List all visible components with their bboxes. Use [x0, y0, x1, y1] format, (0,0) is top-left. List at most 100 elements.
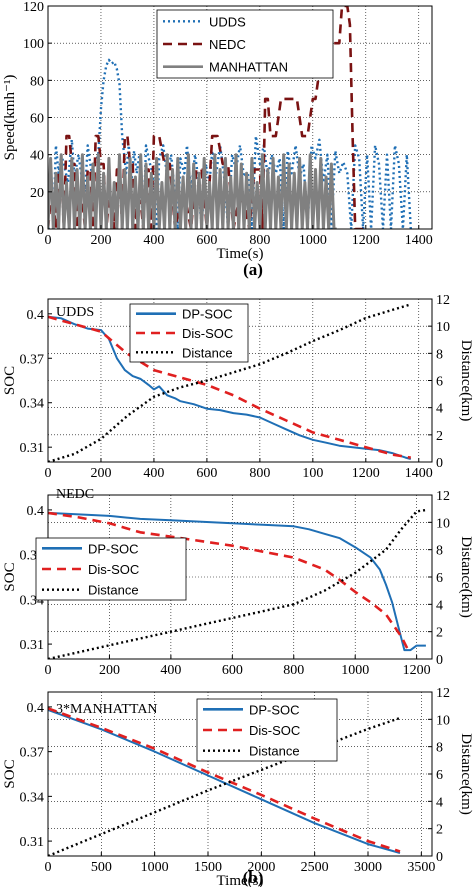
nedc-soc-series-dp-soc — [48, 511, 426, 652]
manhattan-soc-legend-label: DP-SOC — [249, 702, 300, 717]
speed-xlabel: Time(s) — [217, 246, 264, 262]
manhattan-soc-legend-label: Distance — [249, 744, 300, 759]
manhattan-soc-series-dp-soc — [48, 708, 401, 854]
manhattan-soc-title: 3*MANHATTAN — [56, 702, 158, 717]
nedc-soc-xtick-label: 1200 — [403, 663, 431, 678]
manhattan-soc-series-group — [48, 707, 401, 856]
nedc-soc-chart: 0 200 400 600 800 1000 12000.310.340.370.40246… — [2, 487, 474, 678]
speed-xtick-label: 1400 — [405, 233, 433, 248]
manhattan-soc-ytick-right-label: 2 — [436, 823, 443, 838]
udds-soc-ytick-label: 0.34 — [20, 397, 45, 412]
nedc-soc-xtick-label: 1000 — [341, 663, 369, 678]
manhattan-soc-xtick-label: 2500 — [301, 860, 329, 875]
nedc-soc-xtick-label: 200 — [99, 663, 120, 678]
nedc-soc-ytick-right-label: 4 — [436, 598, 443, 613]
speed-ytick-label: 80 — [30, 74, 44, 89]
udds-soc-ytick-label: 0.31 — [20, 441, 45, 456]
nedc-soc-legend-label: DP-SOC — [88, 541, 139, 556]
nedc-soc-legend-label: Distance — [88, 583, 139, 598]
udds-soc-xtick-label: 200 — [90, 466, 111, 481]
manhattan-soc-ytick-right-label: 4 — [436, 795, 443, 810]
manhattan-soc-series-dis-soc — [48, 707, 401, 853]
speed-xtick-label: 800 — [249, 233, 270, 248]
udds-soc-ytick-label: 0.4 — [27, 308, 45, 323]
manhattan-soc-xtick-label: 1000 — [141, 860, 169, 875]
udds-soc-ytick-right-label: 8 — [436, 347, 443, 362]
udds-soc-series-group — [48, 303, 412, 462]
nedc-soc-title: NEDC — [56, 487, 94, 502]
speed-series-group — [48, 6, 412, 229]
speed-ytick-label: 0 — [37, 223, 44, 238]
manhattan-soc-ytick-right-label: 0 — [436, 850, 443, 865]
speed-legend-label: UDDS — [209, 14, 246, 29]
nedc-soc-ytick-right-label: 12 — [436, 489, 450, 504]
manhattan-soc-xlabel: Time(s) — [217, 873, 264, 887]
speed-legend-label: MANHATTAN — [209, 60, 288, 75]
udds-soc-xtick-label: 1400 — [405, 466, 433, 481]
manhattan-soc-legend-label: Dis-SOC — [249, 723, 300, 738]
udds-soc-ytick-right-label: 4 — [436, 402, 443, 417]
udds-soc-xtick-label: 800 — [249, 466, 270, 481]
speed-ytick-label: 60 — [30, 112, 44, 127]
speed-ytick-label: 40 — [30, 149, 44, 164]
speed-ytick-label: 120 — [23, 0, 44, 15]
manhattan-soc-ylabel: SOC — [2, 759, 18, 788]
nedc-soc-series-distance — [48, 508, 427, 659]
nedc-soc-ytick-right-label: 10 — [436, 516, 450, 531]
nedc-soc-ylabel-right: Distance(km) — [458, 536, 474, 618]
udds-soc-ytick-right-label: 6 — [436, 375, 443, 390]
speed-xtick-label: 400 — [143, 233, 164, 248]
manhattan-soc-chart: 0 500 1000 1500 2000 2500 3000 3500 0.31 0.34 0.37… — [2, 686, 474, 887]
speed-xtick-label: 600 — [196, 233, 217, 248]
manhattan-soc-ytick-label: 0.4 — [27, 701, 45, 716]
speed-series-manhattan — [48, 153, 337, 229]
speed-ytick-label: 20 — [30, 186, 44, 201]
nedc-soc-ytick-right-label: 2 — [436, 626, 443, 641]
udds-soc-xtick-label: 100 — [302, 466, 323, 481]
udds-soc-ytick-right-label: 10 — [436, 320, 450, 335]
nedc-soc-xtick-label: 600 — [222, 663, 243, 678]
nedc-soc-ytick-right-label: 0 — [436, 653, 443, 668]
manhattan-soc-ytick-right-label: 8 — [436, 741, 443, 756]
speed-xtick-label: 200 — [90, 233, 111, 248]
manhattan-soc-ylabel-right: Distance(km) — [458, 733, 474, 815]
speed-xtick-label: 1000 — [299, 233, 327, 248]
nedc-soc-ylabel: SOC — [2, 562, 18, 591]
speed-ylabel: Speed(kmh⁻¹) — [2, 75, 18, 161]
manhattan-soc-xtick-label: 500 — [91, 860, 112, 875]
udds-soc-title: UDDS — [56, 305, 94, 320]
manhattan-soc-series-distance — [48, 716, 401, 856]
speed-xtick-label: 0 — [45, 233, 52, 248]
speed-chart: 0 200 400 600 800 1000 1200 1400 0 20 40 60 80 100 120… — [2, 0, 433, 262]
nedc-soc-legend-label: Dis-SOC — [88, 562, 139, 577]
manhattan-soc-ytick-label: 0.34 — [20, 790, 45, 805]
speed-legend-label: NEDC — [209, 37, 246, 52]
udds-soc-xtick-label: 400 — [143, 466, 164, 481]
nedc-soc-ytick-right-label: 6 — [436, 571, 443, 586]
manhattan-soc-xtick-label: 0 — [45, 860, 52, 875]
udds-soc-ytick-right-label: 0 — [436, 456, 443, 471]
udds-soc-chart: 0 200 400 600 800 100 1200 1400 0.31 0.34 0.37 0.4 0… — [2, 293, 474, 481]
speed-xtick-label: 1200 — [352, 233, 380, 248]
udds-soc-series-dp-soc — [48, 315, 412, 460]
manhattan-soc-ytick-right-label: 12 — [436, 686, 450, 701]
udds-soc-ylabel-right: Distance(km) — [458, 340, 474, 422]
udds-soc-ytick-right-label: 12 — [436, 293, 450, 308]
nedc-soc-ytick-label: 0.31 — [20, 638, 45, 653]
speed-series-udds — [48, 58, 412, 229]
nedc-soc-ytick-label: 0.4 — [27, 504, 45, 519]
manhattan-soc-xtick-label: 3500 — [407, 860, 435, 875]
nedc-soc-ytick-right-label: 8 — [436, 544, 443, 559]
udds-soc-xtick-label: 1200 — [352, 466, 380, 481]
udds-soc-legend-label: Distance — [182, 345, 233, 360]
udds-soc-legend-box — [129, 303, 249, 363]
manhattan-soc-xtick-label: 3000 — [354, 860, 382, 875]
manhattan-soc-xtick-label: 2000 — [247, 860, 275, 875]
manhattan-soc-ytick-label: 0.37 — [20, 746, 45, 761]
panel-label-a: (a) — [243, 260, 263, 279]
manhattan-soc-ytick-right-label: 6 — [436, 768, 443, 783]
udds-soc-ytick-right-label: 2 — [436, 429, 443, 444]
speed-ytick-label: 100 — [23, 37, 44, 52]
udds-soc-legend-label: Dis-SOC — [182, 326, 233, 341]
